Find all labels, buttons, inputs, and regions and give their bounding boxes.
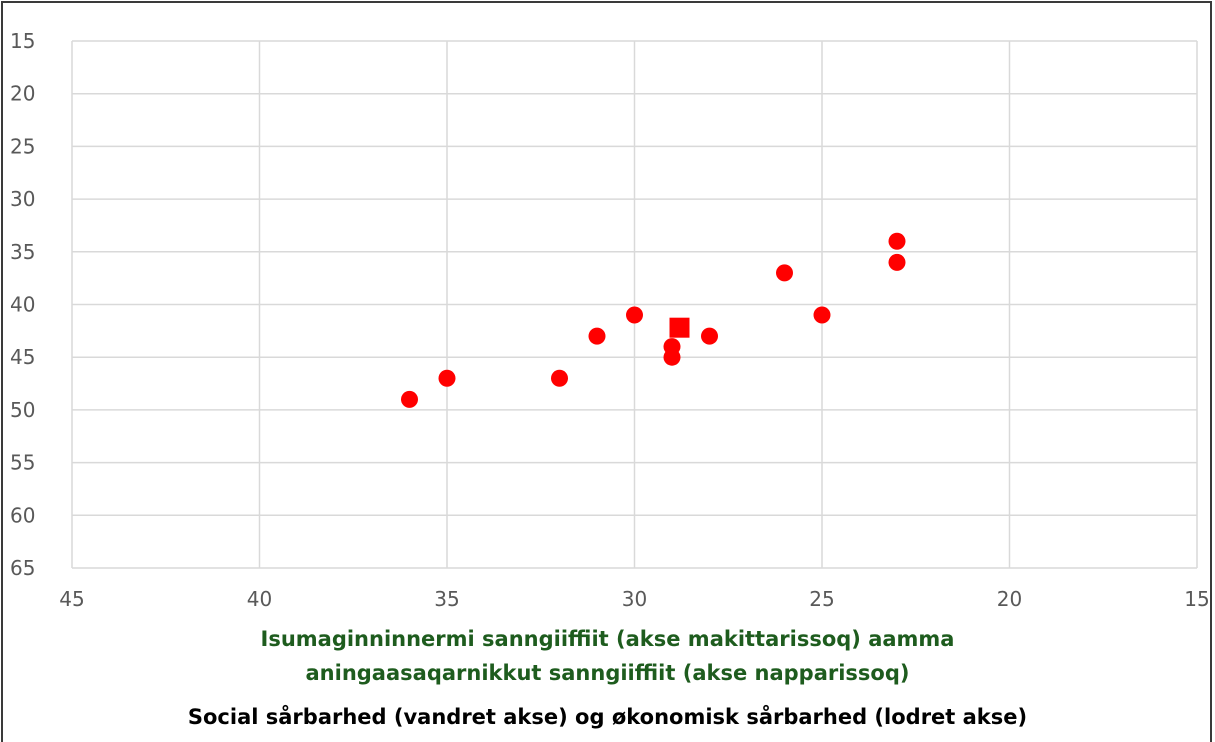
x-tick-label: 20 — [997, 587, 1022, 611]
y-tick-label: 50 — [10, 398, 35, 422]
data-point — [888, 253, 906, 271]
data-point — [813, 306, 831, 324]
x-tick-label: 30 — [622, 587, 647, 611]
x-axis-title-line-2: aningaasaqarnikkut sanngiiffiit (akse na… — [305, 661, 910, 685]
y-tick-label: 45 — [10, 345, 35, 369]
data-point — [776, 264, 793, 282]
data-point — [888, 232, 906, 250]
data-point — [588, 327, 606, 345]
data-point — [701, 327, 718, 345]
y-tick-label: 55 — [10, 451, 35, 475]
data-point — [438, 369, 456, 387]
y-tick-label: 25 — [10, 134, 35, 158]
y-tick-label: 65 — [10, 556, 35, 580]
x-tick-label: 40 — [247, 587, 272, 611]
y-tick-label: 60 — [10, 503, 35, 527]
data-point — [401, 390, 418, 408]
y-tick-label: 30 — [10, 187, 35, 211]
y-tick-label: 40 — [10, 293, 35, 317]
data-point-square — [669, 317, 690, 338]
data-point — [663, 348, 681, 366]
y-tick-label: 15 — [10, 29, 35, 53]
x-tick-label: 35 — [434, 587, 459, 611]
x-tick-label: 25 — [809, 587, 834, 611]
x-axis-title-greenlandic: Isumaginninnermi sanngiiffiit (akse maki… — [0, 622, 1215, 690]
data-point — [551, 369, 568, 387]
data-point — [626, 306, 643, 324]
x-axis-title-danish: Social sårbarhed (vandret akse) og økono… — [187, 705, 1028, 729]
x-tick-label: 15 — [1184, 587, 1209, 611]
y-tick-label: 20 — [10, 82, 35, 106]
x-tick-label: 45 — [59, 587, 84, 611]
y-tick-label: 35 — [10, 240, 35, 264]
x-axis-title-line-1: Isumaginninnermi sanngiiffiit (akse maki… — [260, 627, 955, 651]
